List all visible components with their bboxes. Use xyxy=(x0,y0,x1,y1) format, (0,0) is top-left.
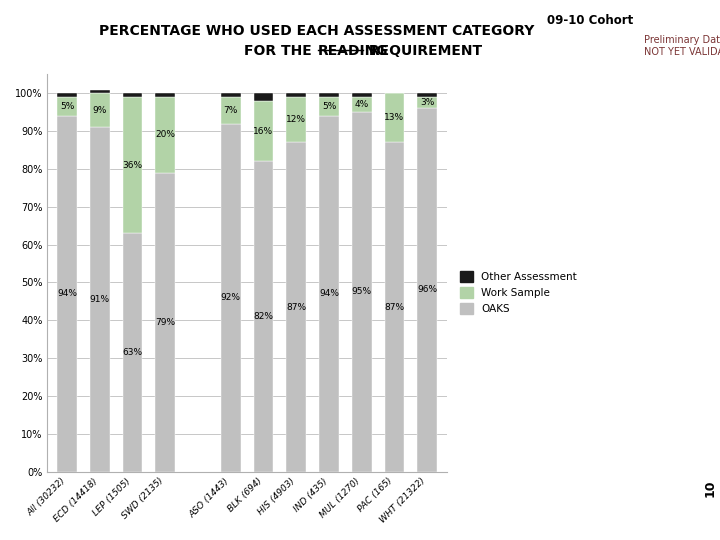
Bar xyxy=(90,90,109,93)
Text: 5%: 5% xyxy=(322,102,336,111)
Text: 09-10 Cohort: 09-10 Cohort xyxy=(547,14,634,26)
Bar xyxy=(90,127,109,471)
Text: 91%: 91% xyxy=(90,295,110,304)
Text: 5%: 5% xyxy=(60,102,74,111)
Text: 4%: 4% xyxy=(355,100,369,109)
Bar xyxy=(319,97,339,116)
Text: 20%: 20% xyxy=(156,131,175,139)
Bar xyxy=(418,93,437,97)
Bar xyxy=(57,93,77,97)
Bar xyxy=(352,112,372,471)
Text: 12%: 12% xyxy=(287,115,306,124)
Bar xyxy=(319,116,339,471)
Bar xyxy=(90,93,109,127)
Text: Preliminary Data
NOT YET VALIDATED: Preliminary Data NOT YET VALIDATED xyxy=(644,35,720,57)
Bar xyxy=(418,97,437,109)
Text: 95%: 95% xyxy=(351,287,372,296)
Bar xyxy=(156,173,175,471)
Bar xyxy=(221,93,240,97)
Bar xyxy=(253,161,274,471)
Text: FOR THE: FOR THE xyxy=(244,44,317,58)
Bar xyxy=(122,97,143,233)
Bar xyxy=(122,93,143,97)
Bar xyxy=(156,97,175,173)
Bar xyxy=(253,101,274,161)
Bar xyxy=(221,124,240,471)
Text: 92%: 92% xyxy=(221,293,240,302)
Bar xyxy=(57,116,77,471)
Text: 94%: 94% xyxy=(319,289,339,298)
Bar xyxy=(287,97,306,143)
Text: 3%: 3% xyxy=(420,98,434,107)
Text: READING: READING xyxy=(318,44,388,58)
Text: 82%: 82% xyxy=(253,312,274,321)
Text: REQUIREMENT: REQUIREMENT xyxy=(364,44,482,58)
Bar xyxy=(418,109,437,471)
Bar xyxy=(384,143,405,471)
Text: 87%: 87% xyxy=(286,302,306,312)
Text: PERCENTAGE WHO USED EACH ASSESSMENT CATEGORY: PERCENTAGE WHO USED EACH ASSESSMENT CATE… xyxy=(99,24,534,38)
Bar xyxy=(287,93,306,97)
Text: 10: 10 xyxy=(703,480,716,497)
Bar xyxy=(221,97,240,124)
Text: 16%: 16% xyxy=(253,127,274,136)
Text: 36%: 36% xyxy=(122,161,143,170)
Bar xyxy=(57,97,77,116)
Text: 96%: 96% xyxy=(417,286,437,294)
Bar xyxy=(319,93,339,97)
Bar xyxy=(287,143,306,471)
Bar xyxy=(122,233,143,471)
Bar xyxy=(384,93,405,143)
Text: 79%: 79% xyxy=(156,318,175,327)
Legend: Other Assessment, Work Sample, OAKS: Other Assessment, Work Sample, OAKS xyxy=(456,267,581,319)
Text: 63%: 63% xyxy=(122,348,143,357)
Text: 13%: 13% xyxy=(384,113,405,123)
Bar xyxy=(253,93,274,101)
Bar xyxy=(352,93,372,97)
Text: 94%: 94% xyxy=(57,289,77,298)
Bar xyxy=(352,97,372,112)
Text: 9%: 9% xyxy=(93,106,107,115)
Text: 7%: 7% xyxy=(224,106,238,115)
Text: 87%: 87% xyxy=(384,302,405,312)
Bar xyxy=(156,93,175,97)
